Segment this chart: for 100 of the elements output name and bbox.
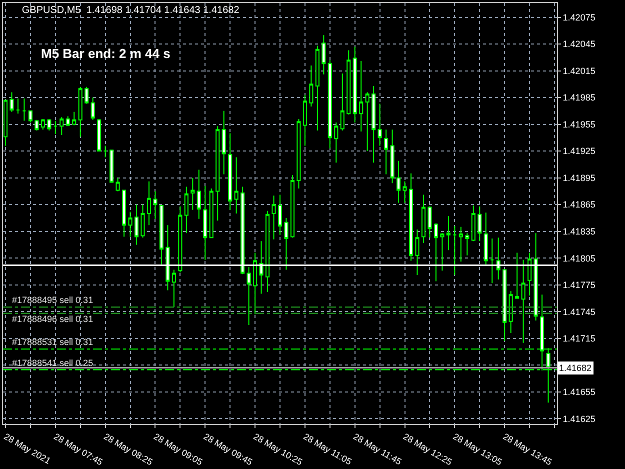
ref-line-label: #17888531 sell 0.31	[12, 337, 94, 347]
y-tick-label: 1.41865	[562, 200, 596, 210]
candlestick	[196, 169, 201, 220]
candlestick	[334, 122, 338, 164]
candlestick	[53, 120, 58, 135]
candlestick	[315, 45, 320, 132]
candlestick	[28, 110, 32, 124]
candlestick	[66, 116, 70, 127]
y-tick-label: 1.41895	[562, 172, 596, 183]
x-tick-label: 28 May 10:25	[252, 431, 304, 468]
candlestick	[396, 160, 401, 204]
candlestick	[3, 100, 8, 146]
candlestick	[34, 119, 39, 132]
candlestick	[352, 46, 357, 124]
candlestick	[10, 92, 14, 112]
ref-line-label: #17888496 sell 0.31	[12, 314, 94, 324]
candlestick	[278, 194, 282, 236]
y-tick-label: 1.42015	[562, 66, 596, 76]
candlestick	[440, 232, 444, 272]
candlestick	[140, 204, 145, 238]
candlestick	[265, 210, 270, 292]
chart-title: GBPUSD,M5 1.41698 1.41704 1.41643 1.41682	[22, 5, 240, 16]
candlestick	[134, 204, 139, 246]
y-tick-label: 1.41625	[562, 414, 596, 424]
candlestick	[458, 226, 463, 262]
candlestick	[302, 94, 307, 146]
x-tick-label: 28 May 13:05	[451, 431, 504, 468]
candlestick	[216, 126, 220, 222]
ref-line-label: 1.41682	[559, 363, 592, 373]
x-tick-label: 28 May 11:05	[302, 431, 354, 467]
candlestick	[97, 118, 102, 152]
candlestick	[22, 98, 26, 122]
candlestick	[290, 174, 295, 238]
candlestick	[309, 64, 314, 107]
y-tick-label: 1.41985	[562, 92, 596, 103]
candlestick	[122, 190, 126, 238]
x-tick-label: 28 May 13:45	[501, 431, 554, 468]
ref-line-label: #17888495 sell 0.31	[12, 295, 94, 305]
candlestick	[209, 188, 214, 238]
candlestick	[372, 85, 376, 164]
candlestick	[253, 252, 258, 315]
candlestick	[78, 86, 82, 138]
candlestick	[546, 348, 550, 404]
candlestick	[234, 156, 238, 214]
candlestick	[340, 72, 344, 132]
candlestick	[40, 118, 45, 130]
y-tick-label: 1.42045	[562, 39, 596, 50]
candlestick	[60, 116, 64, 136]
candlestick	[328, 60, 332, 149]
candlestick	[540, 294, 544, 371]
candlestick	[296, 118, 301, 190]
candlestick	[528, 252, 532, 296]
candlestick	[408, 172, 414, 262]
candlestick	[465, 232, 470, 256]
candlestick	[228, 132, 232, 210]
candlestick	[346, 50, 351, 115]
candlestick	[521, 259, 526, 344]
x-tick-label: 28 May 11:45	[352, 431, 404, 467]
candlestick	[478, 206, 482, 242]
candlestick	[421, 194, 426, 244]
candlestick	[359, 60, 364, 132]
candlestick	[390, 129, 394, 184]
y-tick-label: 1.41655	[562, 387, 596, 398]
candlestick	[72, 111, 76, 126]
candlestick	[178, 206, 182, 273]
candlestick	[384, 129, 388, 175]
candlestick	[452, 225, 457, 276]
candlestick	[90, 97, 95, 120]
candlestick	[402, 180, 407, 204]
candlestick	[471, 204, 476, 242]
candlestick	[428, 206, 432, 238]
annotation: M5 Bar end: 2 m 44 s	[41, 46, 170, 61]
y-tick-label: 1.41805	[562, 253, 596, 264]
candlestick	[128, 211, 132, 238]
candlestick	[415, 229, 420, 276]
candlestick	[103, 145, 108, 158]
candlestick	[365, 92, 370, 152]
y-tick-label: 1.41955	[562, 119, 596, 130]
candlestick	[203, 185, 208, 260]
candlestick	[184, 186, 188, 234]
candlestick	[378, 103, 382, 146]
candlestick	[272, 195, 276, 240]
y-tick-label: 1.42075	[562, 12, 596, 22]
candlestick	[502, 269, 507, 342]
candlestick	[446, 216, 450, 251]
candlestick	[146, 180, 152, 226]
y-tick-label: 1.41715	[562, 334, 596, 344]
candlestick	[47, 118, 52, 132]
y-tick-label: 1.41775	[562, 280, 596, 290]
y-tick-label: 1.41925	[562, 146, 596, 156]
candlestick	[153, 190, 158, 220]
candlestick	[16, 98, 20, 114]
candlestick	[508, 290, 513, 334]
candlestick	[190, 177, 195, 210]
candlestick	[222, 110, 226, 175]
x-tick-label: 28 May 12:25	[402, 431, 454, 468]
candlestick	[110, 150, 114, 183]
candlestick	[84, 86, 89, 104]
candlestick	[322, 34, 326, 75]
ref-line-label: #17888541 sell 0.25	[12, 358, 94, 368]
